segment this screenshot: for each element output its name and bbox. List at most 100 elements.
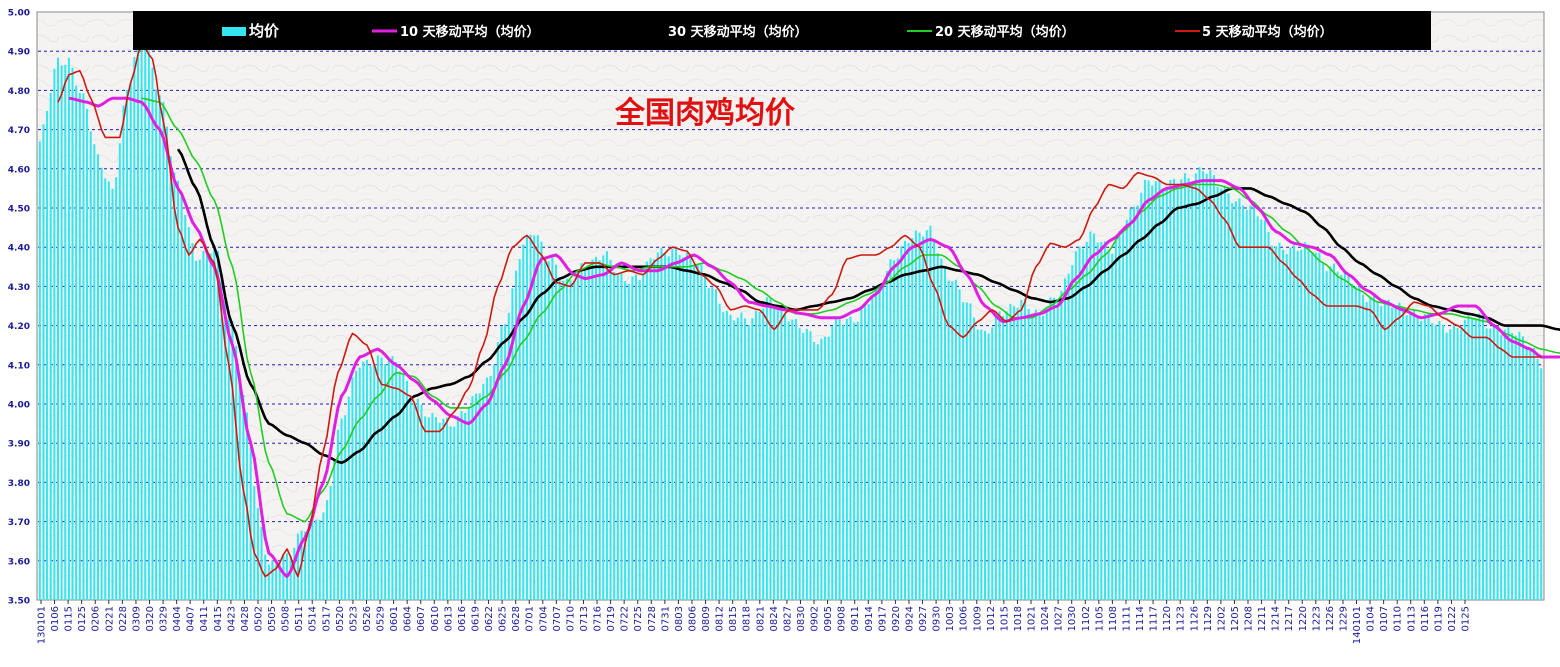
price-bar	[671, 248, 674, 600]
price-bar	[1394, 307, 1397, 600]
price-bar	[311, 516, 314, 600]
price-bar	[176, 180, 179, 600]
price-bar	[504, 324, 507, 600]
price-bar	[551, 257, 554, 600]
price-bar	[998, 311, 1001, 600]
price-bar	[1303, 242, 1306, 600]
price-bar	[1082, 248, 1085, 600]
price-bar	[802, 332, 805, 600]
price-bar	[1289, 247, 1292, 600]
price-bar	[387, 360, 390, 600]
price-bar	[1183, 173, 1186, 600]
price-bar	[874, 287, 877, 600]
price-bar	[46, 110, 49, 600]
x-tick-label: 1003	[945, 606, 956, 631]
x-tick-label: 0917	[877, 606, 888, 631]
price-bar	[667, 256, 670, 600]
price-bar	[558, 278, 561, 600]
price-bar	[1507, 326, 1510, 600]
price-bar	[1202, 171, 1205, 600]
x-tick-label: 0125	[77, 606, 88, 631]
chart-title: 全国肉鸡均价	[614, 96, 795, 131]
price-bar	[685, 252, 688, 600]
price-bar	[678, 255, 681, 601]
price-bar	[438, 422, 441, 600]
series-line	[176, 148, 1560, 465]
price-bar	[1013, 306, 1016, 600]
price-bar	[1271, 245, 1274, 600]
price-bar	[1042, 315, 1045, 600]
x-tick-label: 1030	[1067, 606, 1078, 631]
price-bar	[435, 417, 438, 600]
plot-area	[36, 11, 1545, 601]
x-tick-label: 1202	[1216, 606, 1227, 631]
price-bar	[1143, 179, 1146, 601]
price-bar	[718, 303, 721, 600]
price-bar	[1383, 299, 1386, 600]
y-tick-label: 4.70	[8, 126, 30, 136]
x-tick-label: 0514	[308, 606, 319, 631]
x-tick-label: 1129	[1203, 606, 1214, 631]
price-bar	[573, 280, 576, 600]
price-bar	[565, 278, 568, 600]
price-bar	[951, 281, 954, 600]
price-bar	[914, 230, 917, 600]
price-bar	[1063, 278, 1066, 600]
x-tick-label: 0628	[511, 606, 522, 631]
price-bar	[871, 295, 874, 600]
price-bar	[515, 270, 518, 600]
price-bar	[1231, 203, 1234, 600]
y-tick-label: 3.80	[8, 479, 30, 489]
price-bar	[925, 230, 928, 600]
price-bar	[184, 214, 187, 600]
x-tick-label: 0107	[1379, 606, 1390, 631]
price-bar	[195, 260, 198, 600]
price-bar	[180, 196, 183, 600]
price-bar	[940, 258, 943, 600]
price-bar	[71, 67, 74, 601]
price-bar	[544, 256, 547, 600]
x-tick-label: 1108	[1108, 606, 1119, 631]
y-tick-label: 3.90	[8, 440, 30, 450]
price-bar	[1405, 315, 1408, 600]
price-bar	[1282, 249, 1285, 600]
x-tick-label: 1217	[1284, 606, 1295, 631]
x-tick-label: 0803	[674, 606, 685, 631]
price-bar	[365, 359, 368, 600]
price-bar	[278, 563, 281, 600]
price-bar	[231, 321, 234, 600]
price-bar	[1347, 273, 1350, 600]
price-bar	[751, 318, 754, 600]
price-bar	[994, 314, 997, 600]
price-bar	[1049, 297, 1052, 600]
price-bar	[674, 246, 677, 600]
price-bar	[1165, 189, 1168, 600]
x-tick-label: 1027	[1054, 606, 1065, 631]
price-bar	[1122, 228, 1125, 601]
x-tick-label: 0601	[389, 606, 400, 631]
price-bar	[460, 411, 463, 600]
price-bar	[267, 564, 270, 600]
x-tick-label: 0607	[416, 606, 427, 631]
x-tick-label: 0722	[620, 606, 631, 631]
price-bar	[1358, 286, 1361, 600]
price-bar	[936, 253, 939, 600]
price-bar	[1285, 253, 1288, 600]
price-bar	[191, 243, 194, 600]
price-bar	[1031, 313, 1034, 600]
price-bar	[620, 273, 623, 600]
price-bar	[1416, 318, 1419, 600]
price-bar	[1492, 324, 1495, 600]
x-tick-label: 0716	[593, 606, 604, 631]
price-bar	[282, 554, 285, 600]
price-bar	[1169, 179, 1172, 600]
price-bar	[78, 92, 81, 600]
x-tick-label: 0529	[376, 606, 387, 631]
price-bar	[1107, 249, 1110, 600]
price-bar	[496, 342, 499, 600]
price-bar	[1503, 329, 1506, 600]
price-bar	[1191, 181, 1194, 600]
price-bar	[431, 413, 434, 600]
